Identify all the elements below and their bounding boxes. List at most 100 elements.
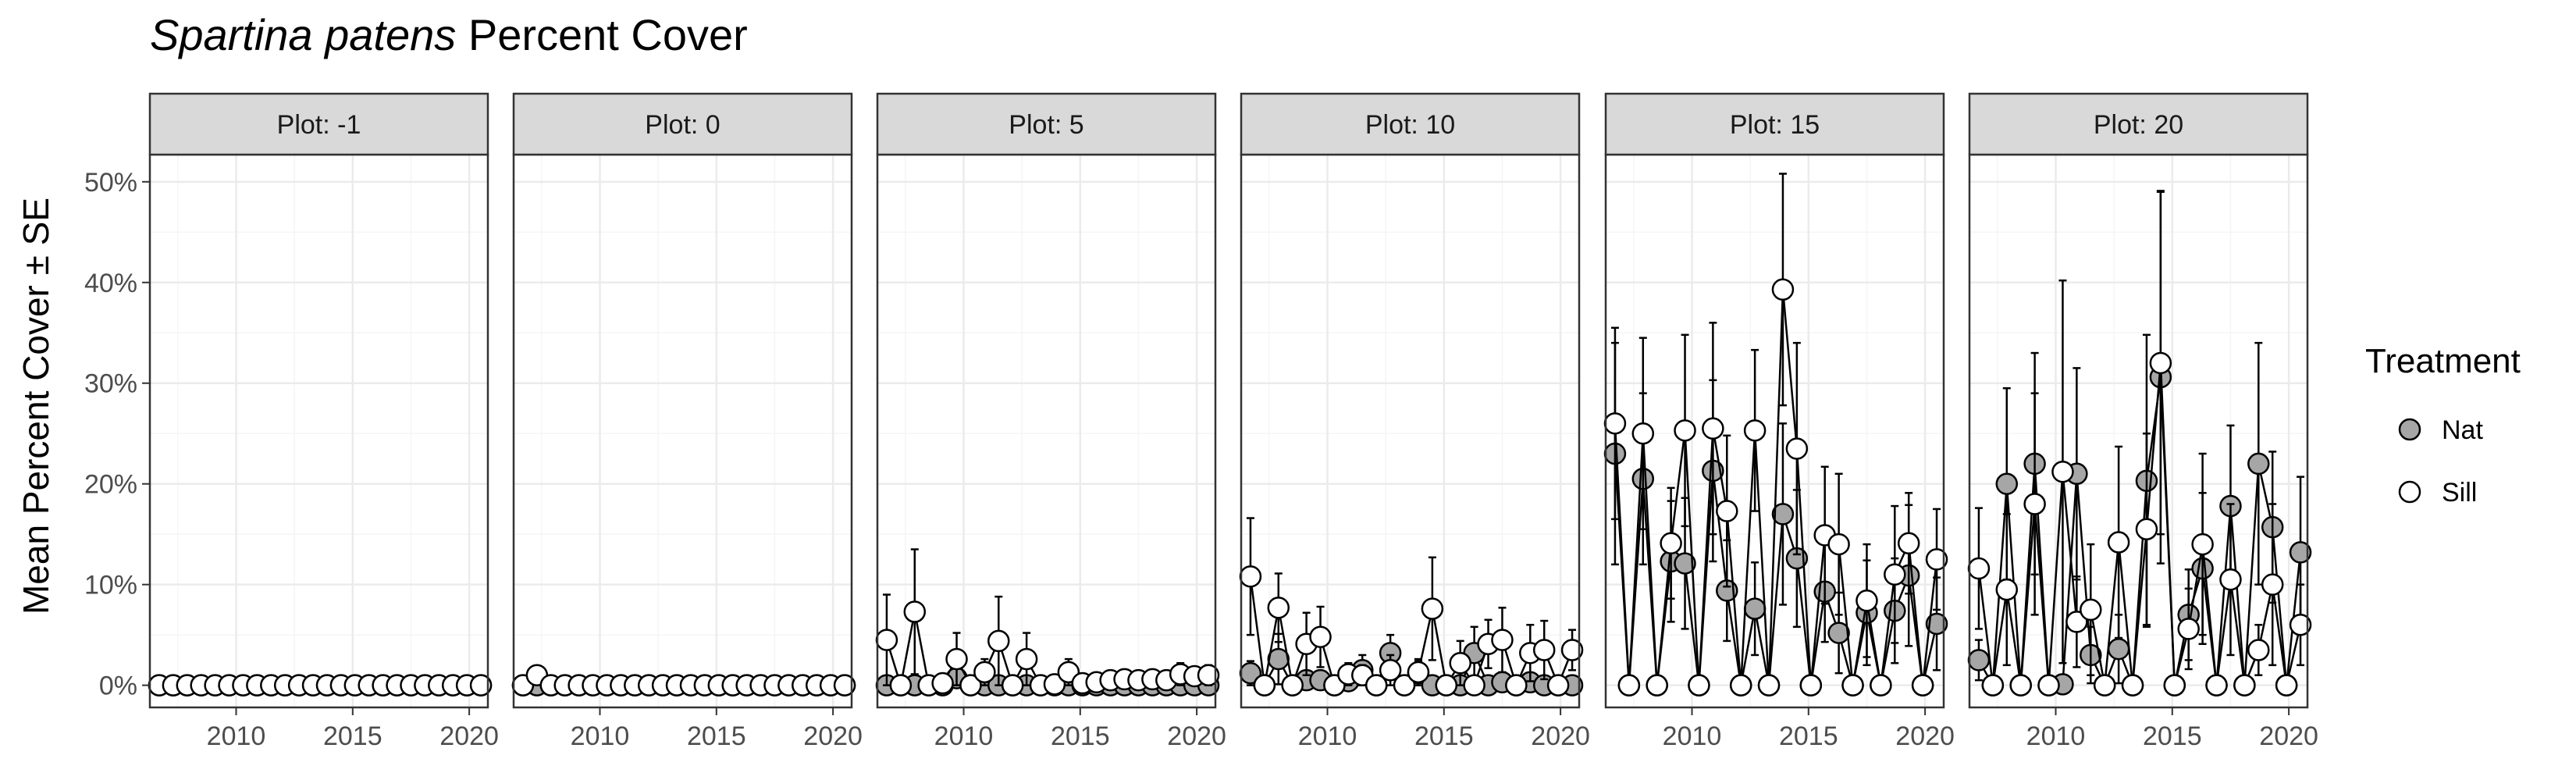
x-tick-label: 2015: [323, 721, 382, 751]
data-point-sill: [1967, 557, 1991, 580]
series-sill: [1239, 517, 1584, 696]
chart-title-italic: Spartina patens: [150, 10, 457, 59]
panel-1: Plot: 0 2010 2015 2020: [511, 92, 863, 751]
chart-title: Spartina patens Percent Cover: [150, 9, 748, 60]
panel-2: Plot: 5 2010 2015 2020: [875, 92, 1226, 751]
series-sill: [148, 674, 493, 696]
data-point-sill: [1785, 437, 1809, 460]
panel-strip-label: Plot: 10: [1365, 110, 1455, 140]
data-point-nat: [2107, 637, 2130, 661]
legend-label-nat: Nat: [2442, 415, 2483, 445]
panel-strip-label: Plot: 20: [2094, 110, 2183, 140]
data-point-sill: [1716, 500, 1738, 522]
data-point-sill: [2247, 639, 2270, 661]
data-point-sill: [2205, 674, 2228, 696]
data-point-sill: [2289, 614, 2312, 636]
data-point-sill: [1043, 673, 1066, 696]
data-point-nat: [1925, 612, 1948, 636]
data-point-sill: [1267, 597, 1290, 619]
data-point-sill: [1646, 674, 1668, 696]
data-point-sill: [987, 629, 1010, 653]
legend-label-sill: Sill: [2442, 478, 2477, 508]
data-point-sill: [2107, 531, 2130, 554]
data-point-sill: [1407, 661, 1430, 684]
data-point-sill: [2023, 493, 2046, 515]
data-point-sill: [2177, 618, 2200, 640]
panel-strip-label: Plot: 0: [645, 110, 720, 140]
data-point-sill: [1239, 565, 1262, 588]
data-point-sill: [2261, 573, 2284, 596]
data-point-sill: [1617, 674, 1641, 696]
y-tick-label: 10%: [84, 571, 137, 600]
data-point-sill: [1015, 647, 1038, 671]
data-point-sill: [1309, 625, 1332, 648]
data-point-sill: [1435, 674, 1458, 696]
x-tick-label: 2010: [1663, 721, 1722, 751]
data-point-sill: [1841, 674, 1864, 696]
x-tick-label: 2020: [1895, 721, 1955, 751]
data-point-sill: [1364, 674, 1388, 696]
data-point-sill: [945, 647, 968, 671]
x-tick-label: 2015: [2143, 721, 2202, 751]
x-tick-label: 2020: [1531, 721, 1590, 751]
data-point-sill: [1995, 578, 2019, 601]
x-tick-label: 2020: [803, 721, 863, 751]
data-point-sill: [1379, 659, 1402, 682]
data-point-sill: [875, 629, 898, 651]
x-tick-label: 2015: [687, 721, 746, 751]
panel-4: Plot: 15 2010 2015 2020: [1603, 92, 1955, 751]
x-tick-label: 2010: [2026, 721, 2086, 751]
x-tick-label: 2010: [207, 721, 266, 751]
panel-strip: [148, 92, 489, 156]
data-point-sill: [2093, 674, 2116, 696]
panel-strip-label: Plot: 15: [1730, 110, 1820, 140]
panel-5: Plot: 20 2010 2015 2020: [1967, 92, 2318, 751]
data-point-sill: [1197, 664, 1220, 686]
x-tick-label: 2010: [1298, 721, 1357, 751]
data-point-nat: [1827, 622, 1850, 644]
data-point-sill: [1505, 674, 1528, 696]
data-point-sill: [889, 674, 913, 696]
data-point-nat: [1771, 503, 1795, 525]
data-point-sill: [1981, 674, 2005, 696]
data-point-sill: [1729, 674, 1752, 696]
data-point-sill: [1870, 674, 1892, 696]
panel-background: [514, 155, 852, 707]
data-point-nat: [1995, 472, 2019, 495]
data-point-sill: [2163, 674, 2186, 696]
data-point-sill: [1743, 419, 1767, 442]
x-tick-label: 2015: [1051, 721, 1110, 751]
data-point-sill: [1911, 674, 1934, 696]
legend-key-sill: [2398, 480, 2421, 504]
data-point-sill: [1001, 674, 1024, 696]
data-point-sill: [2080, 598, 2102, 622]
data-point-sill: [2275, 674, 2298, 696]
panel-strip: [1968, 92, 2309, 156]
data-point-sill: [1393, 674, 1416, 696]
panel-background: [1241, 155, 1579, 707]
legend: Treatment Nat Sill: [2365, 342, 2521, 508]
data-point-sill: [2135, 518, 2158, 540]
y-tick-label: 20%: [84, 470, 137, 500]
data-point-sill: [469, 674, 493, 696]
series-sill: [1603, 173, 1948, 696]
data-point-sill: [1491, 629, 1514, 651]
panel-3: Plot: 10 2010 2015 2020: [1239, 92, 1590, 751]
data-point-sill: [1463, 674, 1485, 696]
panel-strip: [1240, 92, 1581, 156]
data-point-nat: [2289, 541, 2312, 564]
data-point-sill: [1674, 419, 1696, 442]
panel-strip: [876, 92, 1217, 156]
data-point-sill: [1660, 532, 1682, 555]
data-point-nat: [2247, 452, 2270, 476]
data-point-sill: [1631, 422, 1655, 445]
series-line: [1614, 289, 1938, 686]
data-point-sill: [2121, 674, 2144, 696]
y-axis: 0% 10% 20% 30% 40% 50%: [84, 168, 150, 701]
data-point-sill: [2065, 611, 2088, 633]
data-point-sill: [1827, 533, 1850, 556]
legend-key-nat: [2398, 418, 2421, 441]
y-tick-label: 40%: [84, 269, 137, 298]
data-point-sill: [931, 671, 954, 695]
